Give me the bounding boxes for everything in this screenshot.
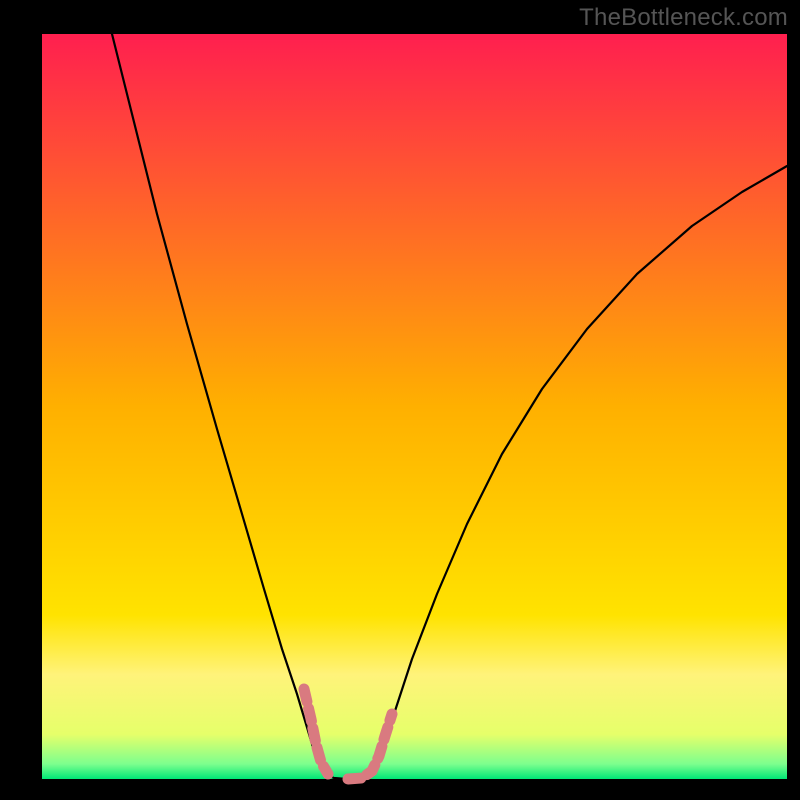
watermark-text: TheBottleneck.com bbox=[579, 4, 788, 32]
dashed-overlay-right bbox=[348, 714, 392, 779]
plot-area bbox=[42, 34, 787, 779]
chart-svg bbox=[42, 34, 787, 779]
bottleneck-curve bbox=[112, 34, 787, 779]
